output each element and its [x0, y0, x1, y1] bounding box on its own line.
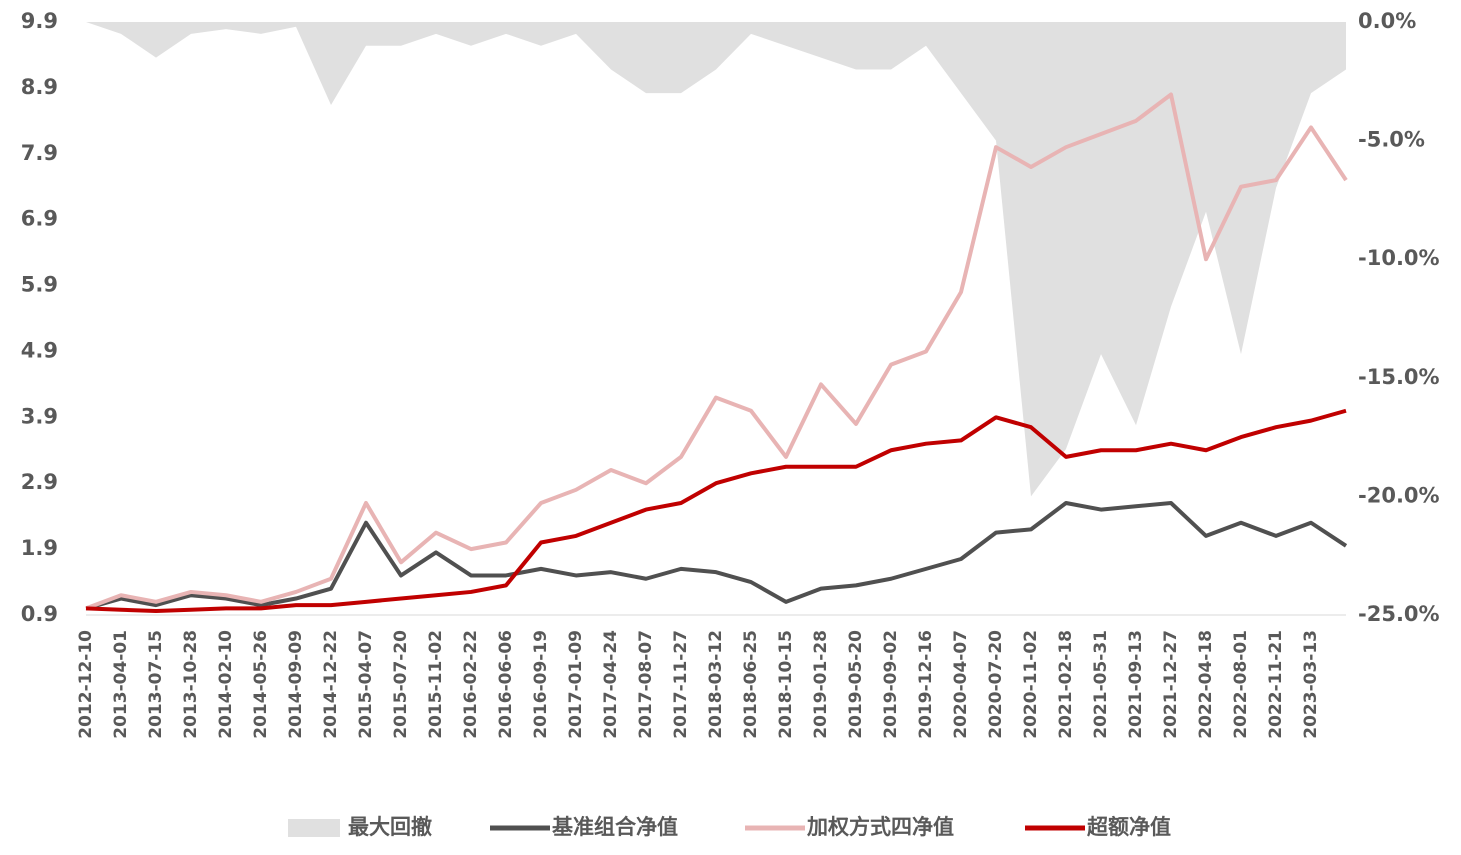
x-tick-label: 2022-04-18: [1196, 630, 1216, 739]
legend-label: 加权方式四净值: [806, 815, 954, 839]
y-tick-label: 9.9: [21, 9, 58, 33]
x-tick-label: 2014-09-09: [286, 630, 306, 739]
x-tick-label: 2016-06-06: [496, 630, 516, 739]
x-tick-label: 2021-09-13: [1126, 630, 1146, 739]
x-tick-label: 2017-11-27: [671, 630, 691, 739]
x-tick-label: 2021-05-31: [1091, 630, 1111, 739]
y-tick-label: 2.9: [21, 470, 58, 494]
x-tick-label: 2018-10-15: [776, 630, 796, 739]
x-tick-label: 2017-08-07: [636, 630, 656, 739]
y-tick-label: 0.9: [21, 602, 58, 626]
y2-tick-label: -5.0%: [1358, 128, 1425, 152]
x-tick-label: 2017-04-24: [601, 630, 621, 739]
legend-label: 最大回撤: [348, 815, 432, 839]
x-tick-label: 2012-12-10: [76, 630, 96, 739]
x-tick-label: 2013-10-28: [181, 630, 201, 739]
series-line: [85, 408, 1347, 614]
y-tick-label: 1.9: [21, 536, 58, 560]
y2-tick-label: -25.0%: [1358, 602, 1440, 626]
x-tick-label: 2022-08-01: [1231, 630, 1251, 739]
y2-tick-label: -20.0%: [1358, 483, 1440, 507]
series-line: [85, 500, 1348, 611]
y-tick-label: 7.9: [21, 141, 58, 165]
x-tick-label: 2019-01-28: [811, 630, 831, 739]
x-tick-label: 2013-07-15: [146, 630, 166, 739]
x-tick-label: 2015-07-20: [391, 630, 411, 739]
drawdown-area: [86, 22, 1346, 497]
legend-swatch: [288, 819, 340, 837]
x-tick-label: 2014-02-10: [216, 630, 236, 739]
x-tick-label: 2019-05-20: [846, 630, 866, 739]
series-line: [85, 92, 1348, 611]
legend-label: 超额净值: [1087, 815, 1171, 839]
x-tick-label: 2016-09-19: [531, 630, 551, 739]
x-tick-label: 2020-07-20: [986, 630, 1006, 739]
x-tick-label: 2020-04-07: [951, 630, 971, 739]
x-tick-label: 2014-12-22: [321, 630, 341, 739]
x-tick-label: 2017-01-09: [566, 630, 586, 739]
x-tick-label: 2021-02-18: [1056, 630, 1076, 739]
x-tick-label: 2016-02-22: [461, 630, 481, 739]
x-tick-label: 2023-03-13: [1301, 630, 1321, 739]
y-tick-label: 8.9: [21, 75, 58, 99]
x-tick-label: 2014-05-26: [251, 630, 271, 739]
x-tick-label: 2019-12-16: [916, 630, 936, 739]
y2-tick-label: -10.0%: [1358, 246, 1440, 270]
x-tick-label: 2021-12-27: [1161, 630, 1181, 739]
x-tick-label: 2019-09-02: [881, 630, 901, 739]
y2-tick-label: 0.0%: [1358, 9, 1416, 33]
x-tick-label: 2018-03-12: [706, 630, 726, 739]
y-tick-label: 3.9: [21, 404, 58, 428]
x-tick-label: 2015-04-07: [356, 630, 376, 739]
x-tick-label: 2013-04-01: [111, 630, 131, 739]
x-tick-label: 2015-11-02: [426, 630, 446, 739]
x-tick-label: 2022-11-21: [1266, 630, 1286, 739]
x-tick-label: 2020-11-02: [1021, 630, 1041, 739]
y2-tick-label: -15.0%: [1358, 365, 1440, 389]
y-tick-label: 4.9: [21, 338, 58, 362]
y-tick-label: 6.9: [21, 207, 58, 231]
legend-label: 基准组合净值: [552, 815, 678, 839]
x-tick-label: 2018-06-25: [741, 630, 761, 739]
y-tick-label: 5.9: [21, 273, 58, 297]
